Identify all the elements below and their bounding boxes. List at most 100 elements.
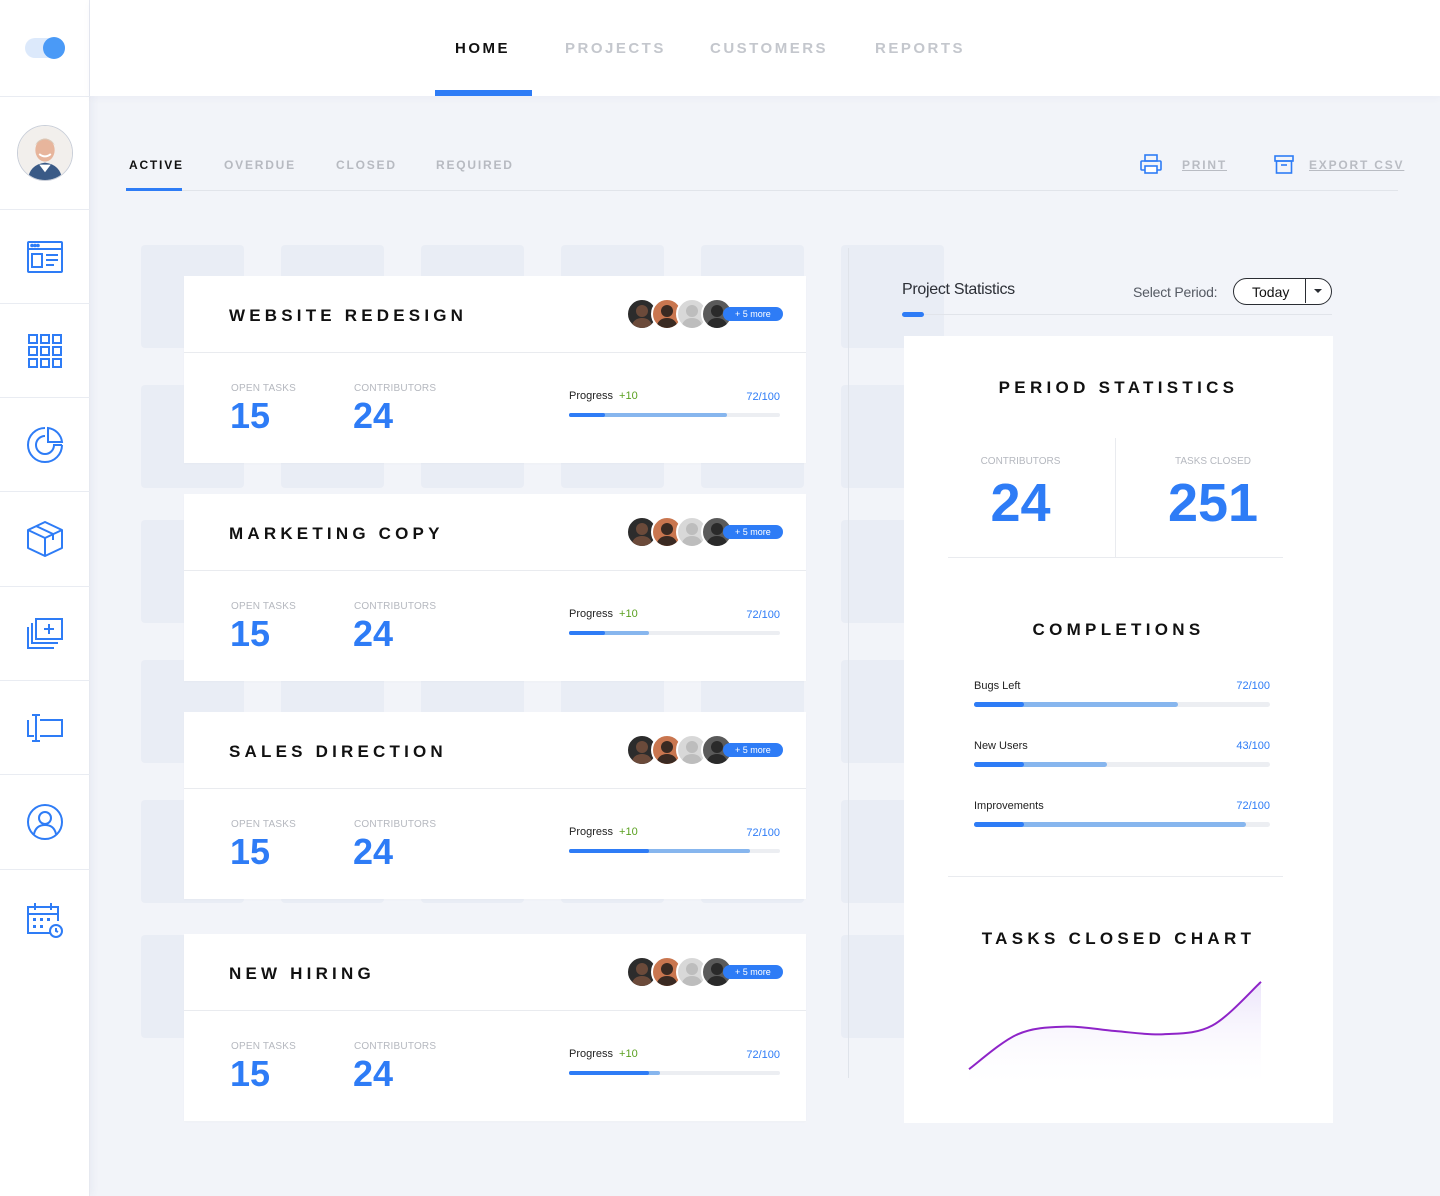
- progress-bar: [569, 1071, 780, 1075]
- open-tasks-label: OPEN TASKS: [231, 819, 296, 830]
- project-card[interactable]: SALES DIRECTION + 5 more OPEN TASKS 15 C…: [184, 712, 806, 899]
- completion-bar-fill: [974, 822, 1025, 827]
- progress-bar: [569, 849, 780, 853]
- completion-value: 72/100: [1236, 800, 1270, 812]
- project-card-header: WEBSITE REDESIGN + 5 more: [184, 276, 806, 353]
- more-contributors-badge[interactable]: + 5 more: [723, 307, 783, 321]
- user-avatar-image: [18, 126, 72, 180]
- dashboard-icon: [27, 240, 63, 273]
- period-select-separator: [1305, 279, 1306, 303]
- contributors-label: CONTRIBUTORS: [354, 601, 437, 612]
- progress-bar-fill: [569, 413, 605, 417]
- period-divider-middle: [1115, 438, 1116, 558]
- contributors-label: CONTRIBUTORS: [354, 383, 437, 394]
- sidebar-avatar-cell[interactable]: [0, 97, 90, 210]
- contributor-avatar[interactable]: [626, 956, 658, 988]
- user-avatar[interactable]: [17, 125, 73, 181]
- tab-reports[interactable]: REPORTS: [875, 40, 966, 57]
- progress-label-text: Progress: [569, 390, 614, 402]
- completions-divider: [948, 876, 1283, 877]
- project-card[interactable]: WEBSITE REDESIGN + 5 more OPEN TASKS 15 …: [184, 276, 806, 463]
- progress-bar-secondary: [569, 631, 650, 635]
- contributors-label: CONTRIBUTORS: [354, 1041, 437, 1052]
- sidebar-item-profile[interactable]: [0, 775, 90, 870]
- project-title: NEW HIRING: [229, 964, 375, 983]
- subtab-overdue[interactable]: OVERDUE: [224, 158, 296, 172]
- more-contributors-badge[interactable]: + 5 more: [723, 743, 783, 757]
- open-tasks-value: 15: [230, 1053, 271, 1094]
- chevron-down-icon[interactable]: [1314, 289, 1322, 293]
- subtab-required[interactable]: REQUIRED: [436, 158, 514, 172]
- completion-bar-secondary: [974, 822, 1247, 827]
- package-box-icon: [27, 521, 63, 557]
- top-navigation: HOME PROJECTS CUSTOMERS REPORTS: [90, 0, 1440, 96]
- sidebar-item-dashboard[interactable]: [0, 210, 90, 304]
- add-gallery-icon: [27, 617, 63, 649]
- subtab-active-indicator: [126, 188, 182, 191]
- subtab-closed[interactable]: CLOSED: [336, 158, 397, 172]
- tab-home[interactable]: HOME: [455, 40, 510, 57]
- progress-label-text: Progress: [569, 1048, 614, 1060]
- progress-label-text: Progress: [569, 826, 614, 838]
- more-contributors-badge[interactable]: + 5 more: [723, 965, 783, 979]
- progress-bar-fill: [569, 849, 650, 853]
- contributor-avatars: + 5 more: [626, 298, 786, 330]
- subtab-active[interactable]: ACTIVE: [129, 158, 184, 172]
- theme-toggle[interactable]: [0, 0, 90, 97]
- archive-icon[interactable]: [1274, 153, 1294, 175]
- open-tasks-value: 15: [230, 831, 271, 872]
- contributor-avatar[interactable]: [676, 298, 708, 330]
- grid-apps-icon: [28, 333, 62, 368]
- project-card-header: SALES DIRECTION + 5 more: [184, 712, 806, 789]
- project-statistics-divider: [902, 314, 1332, 315]
- toggle-track: [25, 37, 65, 59]
- progress-bar-fill: [569, 1071, 650, 1075]
- progress-bar: [569, 631, 780, 635]
- progress-label: Progress +10: [569, 1048, 638, 1060]
- sidebar-item-gallery[interactable]: [0, 587, 90, 681]
- sidebar-item-calendar[interactable]: [0, 870, 90, 970]
- completions-heading: COMPLETIONS: [1032, 620, 1205, 639]
- progress-fraction: 72/100: [746, 827, 780, 839]
- contributors-label: CONTRIBUTORS: [354, 819, 437, 830]
- sidebar-item-text-field[interactable]: [0, 681, 90, 775]
- completion-label: Improvements: [974, 800, 1044, 812]
- contributor-avatar[interactable]: [626, 734, 658, 766]
- sidebar: [0, 0, 90, 1196]
- contributor-avatars: + 5 more: [626, 516, 786, 548]
- statistics-panel: PERIOD STATISTICS CONTRIBUTORS 24 TASKS …: [904, 336, 1333, 1123]
- active-tab-indicator: [435, 90, 532, 96]
- period-select[interactable]: Today: [1233, 278, 1332, 305]
- open-tasks-label: OPEN TASKS: [231, 383, 296, 394]
- sidebar-item-analytics[interactable]: [0, 398, 90, 492]
- column-divider: [848, 248, 849, 1078]
- select-period-label: Select Period:: [1133, 284, 1218, 300]
- completion-bar-secondary: [974, 762, 1108, 767]
- completion-bar-fill: [974, 702, 1025, 707]
- open-tasks-value: 15: [230, 395, 271, 436]
- progress-fraction: 72/100: [746, 609, 780, 621]
- progress-fraction: 72/100: [746, 391, 780, 403]
- project-card-header: NEW HIRING + 5 more: [184, 934, 806, 1011]
- sidebar-item-apps[interactable]: [0, 304, 90, 398]
- completion-label: Bugs Left: [974, 680, 1021, 692]
- sidebar-item-packages[interactable]: [0, 492, 90, 587]
- user-circle-icon: [27, 804, 63, 840]
- open-tasks-label: OPEN TASKS: [231, 1041, 296, 1052]
- print-icon[interactable]: [1140, 153, 1162, 175]
- tab-customers[interactable]: CUSTOMERS: [710, 40, 829, 57]
- export-csv-link[interactable]: EXPORT CSV: [1309, 158, 1405, 172]
- tab-projects[interactable]: PROJECTS: [565, 40, 666, 57]
- project-card[interactable]: NEW HIRING + 5 more OPEN TASKS 15 CONTRI…: [184, 934, 806, 1121]
- period-statistics-heading: PERIOD STATISTICS: [998, 378, 1239, 397]
- progress-fraction: 72/100: [746, 1049, 780, 1061]
- print-link[interactable]: PRINT: [1182, 158, 1227, 172]
- period-tasks-closed-value: 251: [1167, 473, 1259, 533]
- contributor-avatar[interactable]: [626, 516, 658, 548]
- completion-bar-secondary: [974, 702, 1179, 707]
- subtab-divider: [126, 190, 1398, 191]
- more-contributors-badge[interactable]: + 5 more: [723, 525, 783, 539]
- contributors-value: 24: [353, 613, 394, 654]
- contributor-avatar[interactable]: [651, 734, 683, 766]
- project-card[interactable]: MARKETING COPY + 5 more OPEN TASKS 15 CO…: [184, 494, 806, 681]
